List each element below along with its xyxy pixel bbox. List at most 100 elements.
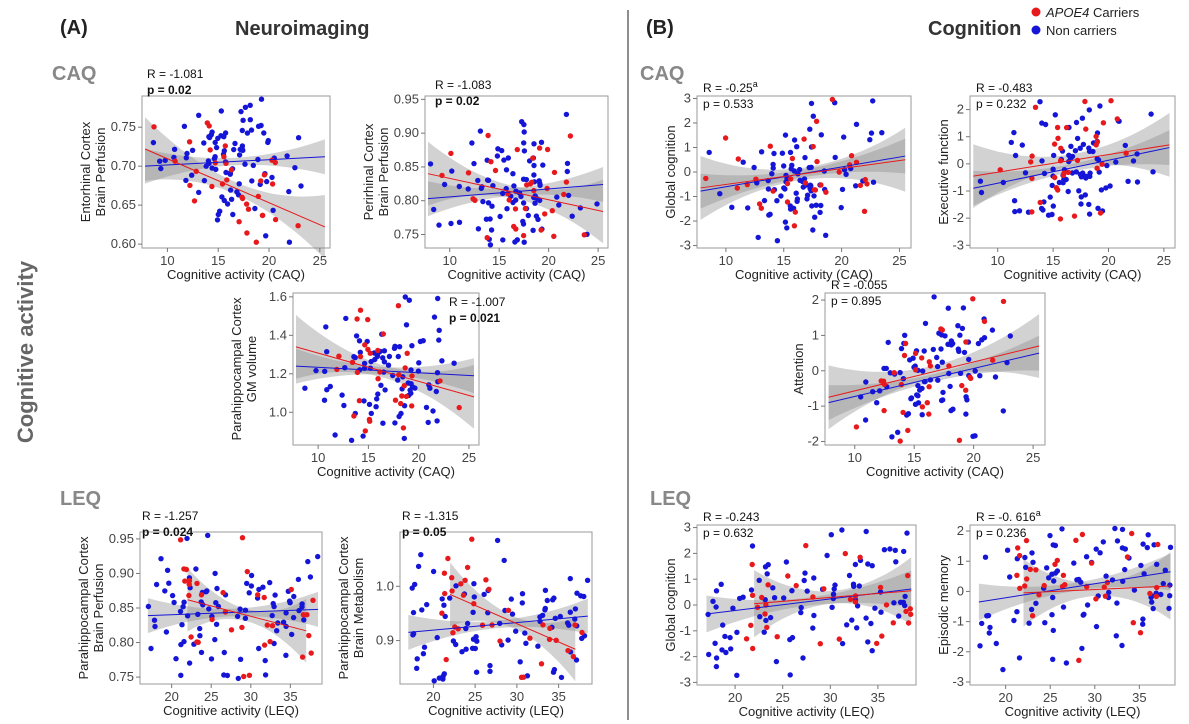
data-point-non-carrier (494, 537, 501, 544)
panel-b-letter: (B) (646, 17, 674, 39)
data-point-carrier (1083, 126, 1089, 132)
data-point-non-carrier (396, 413, 402, 420)
data-point-non-carrier (889, 434, 895, 440)
plot-parahip_met: 20 25 30 35 0.9 1.0 Cognitive activity (LEQ) Pa… (336, 509, 593, 718)
data-point-non-carrier (755, 234, 761, 241)
data-point-carrier (239, 195, 246, 202)
data-point-non-carrier (832, 154, 838, 161)
data-point-carrier (522, 205, 529, 212)
data-point-non-carrier (740, 159, 746, 165)
plot-frame (696, 95, 912, 249)
data-point-non-carrier (1150, 605, 1156, 612)
data-point-non-carrier (931, 294, 937, 300)
data-point-non-carrier (501, 557, 507, 564)
data-point-non-carrier (749, 543, 756, 549)
data-point-non-carrier (1074, 135, 1081, 142)
data-point-carrier (186, 592, 192, 599)
data-point-non-carrier (148, 645, 154, 652)
x-axis-label: Cognitive activity (CAQ) (448, 267, 586, 282)
data-point-non-carrier (269, 612, 275, 619)
data-point-non-carrier (787, 203, 793, 209)
fit-line-non-carrier (408, 615, 588, 633)
data-point-non-carrier (152, 623, 158, 630)
data-point-carrier (272, 216, 279, 223)
data-point-non-carrier (332, 432, 338, 438)
data-point-non-carrier (232, 140, 238, 147)
data-point-carrier (441, 570, 448, 576)
data-point-carrier (567, 133, 574, 139)
data-point-non-carrier (520, 221, 527, 227)
data-point-carrier (497, 638, 503, 644)
data-point-non-carrier (248, 572, 255, 579)
data-point-non-carrier (409, 343, 415, 349)
data-point-non-carrier (513, 628, 519, 634)
y-tick-label: -2 (679, 213, 691, 228)
data-point-non-carrier (938, 346, 944, 352)
data-point-non-carrier (211, 156, 218, 162)
data-point-non-carrier (430, 408, 436, 414)
data-point-non-carrier (483, 216, 490, 222)
data-point-non-carrier (1012, 208, 1018, 215)
data-point-non-carrier (1160, 580, 1167, 587)
data-point-non-carrier (556, 202, 562, 208)
data-point-non-carrier (218, 108, 224, 114)
data-point-non-carrier (881, 365, 887, 372)
section-b-leq: LEQ (650, 488, 691, 510)
data-point-carrier (817, 641, 823, 647)
data-point-non-carrier (530, 227, 536, 233)
data-point-non-carrier (948, 338, 955, 344)
fit-line-non-carrier (828, 352, 1040, 404)
data-point-non-carrier (1028, 606, 1035, 613)
data-point-non-carrier (902, 332, 908, 338)
data-point-non-carrier (1097, 550, 1103, 556)
data-point-non-carrier (392, 343, 398, 349)
data-point-non-carrier (256, 645, 262, 652)
data-point-carrier (1094, 165, 1100, 171)
data-point-carrier (310, 597, 316, 603)
data-point-non-carrier (865, 639, 871, 645)
y-tick-label: 1.6 (269, 289, 287, 304)
data-point-non-carrier (1050, 656, 1056, 662)
data-point-carrier (1029, 613, 1036, 619)
data-point-non-carrier (181, 599, 187, 605)
plot-frame (424, 95, 609, 249)
data-point-carrier (748, 622, 754, 628)
data-point-carrier (857, 554, 863, 560)
side-label: Cognitive activity (13, 260, 38, 443)
data-point-carrier (801, 136, 807, 142)
data-point-non-carrier (728, 646, 734, 652)
data-point-carrier (1033, 567, 1039, 573)
x-tick-label: 25 (892, 253, 906, 268)
data-point-non-carrier (867, 137, 873, 143)
data-point-non-carrier (1083, 173, 1089, 179)
data-point-non-carrier (162, 588, 168, 594)
y-tick-label: -1 (679, 623, 691, 638)
data-point-non-carrier (1106, 589, 1112, 596)
x-tick-label: 20 (411, 450, 425, 465)
data-point-carrier (182, 578, 188, 584)
data-point-carrier (529, 179, 535, 185)
data-point-carrier (735, 156, 741, 162)
data-point-non-carrier (723, 649, 729, 656)
data-point-carrier (1065, 169, 1071, 175)
x-tick-label: 25 (1026, 450, 1040, 465)
fit-line-carrier (295, 346, 475, 398)
data-point-carrier (1097, 210, 1104, 216)
data-point-non-carrier (808, 100, 815, 107)
stat-p: p = 0.024 (142, 525, 193, 539)
data-point-carrier (261, 172, 268, 178)
data-point-non-carrier (1063, 660, 1070, 666)
data-point-non-carrier (205, 158, 212, 164)
data-point-non-carrier (710, 598, 716, 604)
data-point-non-carrier (870, 98, 876, 104)
y-tick-label: 1 (684, 571, 691, 586)
data-point-non-carrier (197, 633, 203, 639)
y-tick-label: 0.70 (111, 158, 136, 173)
stat-r: R = -1.083 (435, 78, 492, 92)
data-point-non-carrier (158, 556, 164, 562)
y-tick-label: 1.0 (269, 404, 287, 419)
data-point-carrier (409, 373, 415, 379)
y-tick-label: -2 (679, 649, 691, 664)
data-point-non-carrier (236, 152, 243, 158)
